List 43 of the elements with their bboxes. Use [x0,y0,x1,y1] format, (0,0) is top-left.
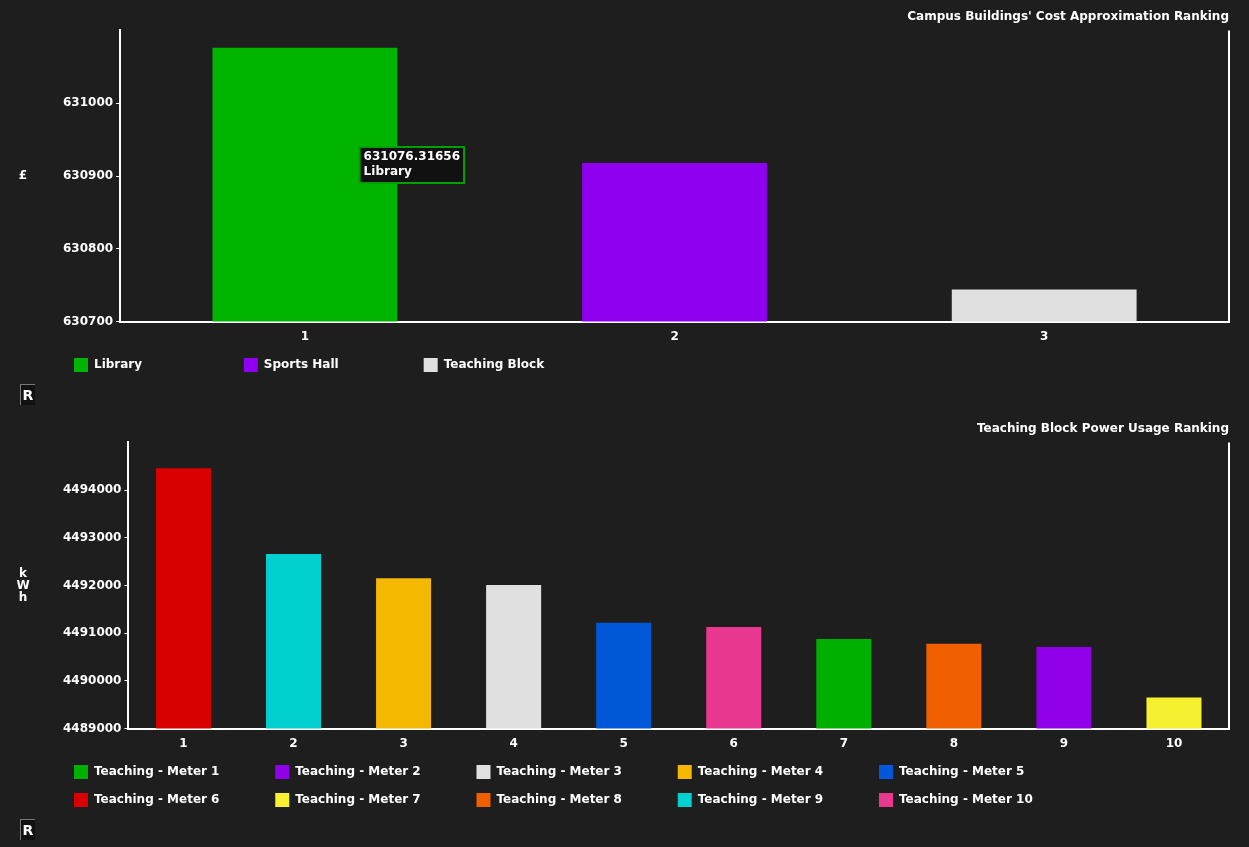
legend-label: Teaching - Meter 1 [94,764,262,779]
y-tick-label: 4492000 [62,577,122,592]
x-tick-label: 1 [300,328,310,343]
x-tick-label: 8 [949,735,959,750]
legend-label: Teaching - Meter 7 [295,792,463,807]
x-tick-label: 5 [619,735,628,750]
text: R [20,384,35,405]
legend-label: Teaching - Meter 5 [898,764,1067,779]
y-tick-label: 631000 [62,95,114,110]
chart-title: Campus Buildings' Cost Approximation Ranking [907,9,1229,24]
x-tick-label: 4 [509,735,518,750]
legend-label: Teaching Block [443,357,603,372]
x-tick-label: 7 [839,735,848,750]
x-tick-label: 3 [1040,328,1049,343]
y-tick-label: 4494000 [62,482,122,497]
y-tick-label: 4491000 [62,625,122,640]
legend-label: Teaching - Meter 6 [94,792,262,807]
y-tick-label: 630900 [62,168,114,183]
legend-label: Teaching - Meter 3 [496,764,664,779]
legend-label: Teaching - Meter 8 [496,792,664,807]
legend-label: Teaching - Meter 10 [898,792,1071,807]
x-tick-label: 1 [179,735,188,750]
x-tick-label: 6 [729,735,738,750]
x-tick-label: 9 [1059,735,1069,750]
legend-label: Teaching - Meter 4 [697,764,865,779]
y-tick-label: 630700 [62,313,114,328]
y-tick-label: 4493000 [62,529,122,544]
x-tick-label: 2 [670,328,679,343]
y-tick-label: 630800 [62,240,114,255]
text: R [20,819,35,840]
legend-label: Sports Hall [263,357,410,372]
y-tick-label: 4489000 [62,720,122,735]
annotation: 631076.31656 Library [363,149,461,179]
legend-label: Teaching - Meter 2 [295,764,463,779]
y-tick-label: 4490000 [62,673,122,688]
x-tick-label: 10 [1165,735,1183,750]
y-axis-title: kWh [16,565,30,604]
x-tick-label: 3 [399,735,408,750]
legend-label: Teaching - Meter 9 [697,792,865,807]
legend-label: Library [94,357,230,372]
x-tick-label: 2 [289,735,298,750]
chart-title: Teaching Block Power Usage Ranking [976,421,1229,436]
y-axis-title: £ [18,168,28,183]
